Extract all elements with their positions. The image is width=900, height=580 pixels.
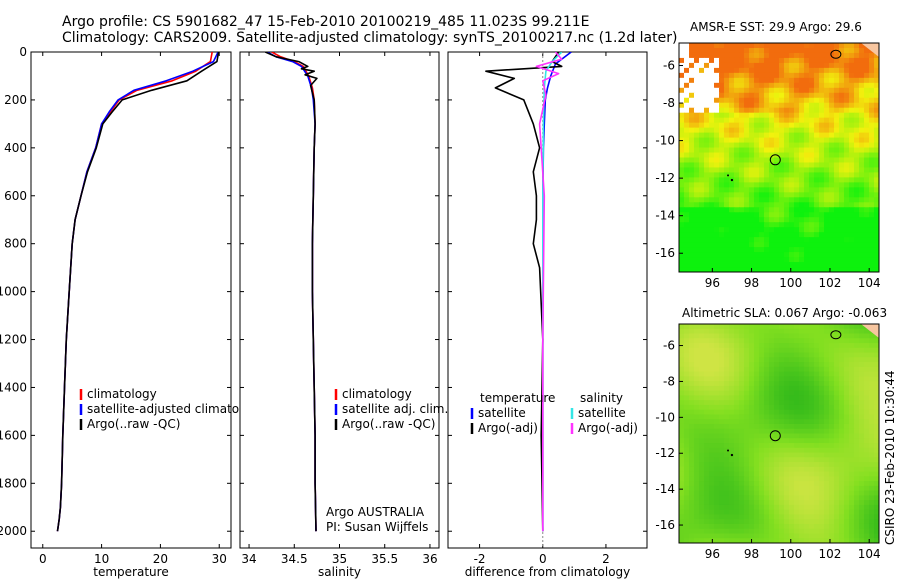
map-frame [678, 323, 880, 544]
series-group [485, 52, 572, 548]
x-tick-label: 96 [705, 547, 720, 561]
y-tick-label: -14 [655, 482, 675, 496]
island-outline [830, 330, 842, 340]
y-tick-label: -8 [663, 374, 675, 388]
y-tick-label: -16 [655, 518, 675, 532]
y-tick-label: 0 [19, 45, 27, 59]
x-tick-label: 98 [744, 276, 759, 290]
y-tick-label: -10 [655, 134, 675, 148]
x-tick-label: 10 [94, 552, 109, 566]
y-tick-label: 1800 [0, 476, 27, 490]
track-dot [727, 174, 730, 177]
y-tick-label: -14 [655, 209, 675, 223]
argo-position-marker [769, 154, 781, 166]
x-axis-label: difference from climatology [465, 565, 631, 579]
x-tick-label: 102 [819, 547, 842, 561]
track-dot [730, 453, 734, 457]
x-tick-label: 30 [212, 552, 227, 566]
series-group [264, 52, 318, 532]
legend-label: Argo(-adj) [578, 421, 638, 435]
figure-title-line2: Climatology: CARS2009. Satellite-adjuste… [62, 30, 677, 46]
sst-map-panel: AMSR-E SST: 29.9 Argo: 29.6 96 98 100 102 104… [655, 20, 880, 290]
x-tick-label: 34.5 [281, 552, 308, 566]
y-tick-label: -8 [663, 96, 675, 110]
y-tick-label: -10 [655, 410, 675, 424]
legend-label: satellite [578, 406, 626, 420]
legend-label: satellite adj. clim. [342, 402, 448, 416]
y-tick-label: -12 [655, 171, 675, 185]
x-tick-label: 0 [39, 552, 47, 566]
y-tick-label: -6 [663, 59, 675, 73]
map-title: AMSR-E SST: 29.9 Argo: 29.6 [690, 20, 862, 34]
x-tick-label: 100 [779, 547, 802, 561]
plot-frame [30, 51, 232, 549]
series-group [56, 52, 220, 532]
y-tick-label: 1000 [0, 285, 27, 299]
legend-label: Argo(..raw -QC) [87, 417, 180, 431]
x-tick-label: 35.5 [371, 552, 398, 566]
annotation-argo-australia: Argo AUSTRALIA [326, 505, 425, 519]
x-tick-label: 104 [858, 276, 881, 290]
plot-frame [447, 51, 648, 549]
coastline-land [861, 43, 879, 57]
map-color-field [679, 43, 879, 272]
map-frame [678, 42, 880, 273]
annotation-pi-name: PI: Susan Wijffels [326, 520, 428, 534]
legend-header-salinity: salinity [580, 391, 623, 405]
y-tick-label: 800 [4, 237, 27, 251]
x-tick-label: 96 [705, 276, 720, 290]
sla-map-panel: Altimetric SLA: 0.067 Argo: -0.063 96 98 10… [655, 306, 887, 561]
x-tick-label: 104 [858, 547, 881, 561]
y-tick-label: -12 [655, 446, 675, 460]
track-dot [730, 178, 734, 182]
profile-panel-1: 0 10 20 30 0 200 400 600 800 1000 1200 1400 1600 1800… [0, 45, 265, 579]
legend-label: satellite-adjusted climatology [87, 402, 265, 416]
x-tick-label: 34 [241, 552, 256, 566]
legend-label: Argo(..raw -QC) [342, 417, 435, 431]
series-line-salinity-argo-adj- [535, 52, 563, 532]
x-tick-label: 102 [819, 276, 842, 290]
x-axis-label: temperature [93, 565, 168, 579]
legend-label: climatology [342, 387, 412, 401]
legend-label: climatology [87, 387, 157, 401]
island-outline [830, 49, 842, 59]
y-tick-label: 1200 [0, 333, 27, 347]
figure-title-line1: Argo profile: CS 5901682_47 15-Feb-2010 … [62, 14, 589, 30]
x-tick-label: 98 [744, 547, 759, 561]
map-color-field [679, 324, 879, 543]
x-axis-label: salinity [318, 565, 361, 579]
plot-frame [239, 51, 440, 549]
series-line-argo-raw-qc- [264, 52, 318, 532]
x-tick-label: 2 [602, 552, 610, 566]
coastline-land [861, 324, 879, 338]
x-tick-label: 100 [779, 276, 802, 290]
legend-label: satellite [478, 406, 526, 420]
y-tick-label: 1600 [0, 428, 27, 442]
x-tick-label: 35 [332, 552, 347, 566]
legend-label: Argo(-adj) [478, 421, 538, 435]
y-tick-label: 600 [4, 189, 27, 203]
x-tick-label: 36 [422, 552, 437, 566]
x-tick-label: 20 [153, 552, 168, 566]
x-tick-label: -2 [474, 552, 486, 566]
profile-panel-2: 34 34.5 35 35.5 36 salinity climatologysatelli… [239, 51, 448, 579]
y-tick-label: 1400 [0, 380, 27, 394]
series-line-temperature-argo-adj- [485, 52, 563, 532]
y-tick-label: 400 [4, 141, 27, 155]
series-line-argo-raw-qc- [56, 52, 220, 532]
csiro-timestamp-label: CSIRO 23-Feb-2010 10:30:44 [883, 370, 897, 545]
legend-header-temperature: temperature [480, 391, 555, 405]
y-tick-label: 2000 [0, 524, 27, 538]
y-tick-label: -16 [655, 246, 675, 260]
y-tick-label: -6 [663, 339, 675, 353]
map-title: Altimetric SLA: 0.067 Argo: -0.063 [682, 306, 887, 320]
argo-position-marker [769, 430, 781, 442]
track-dot [727, 449, 730, 452]
y-tick-label: 200 [4, 93, 27, 107]
x-tick-label: 0 [539, 552, 547, 566]
